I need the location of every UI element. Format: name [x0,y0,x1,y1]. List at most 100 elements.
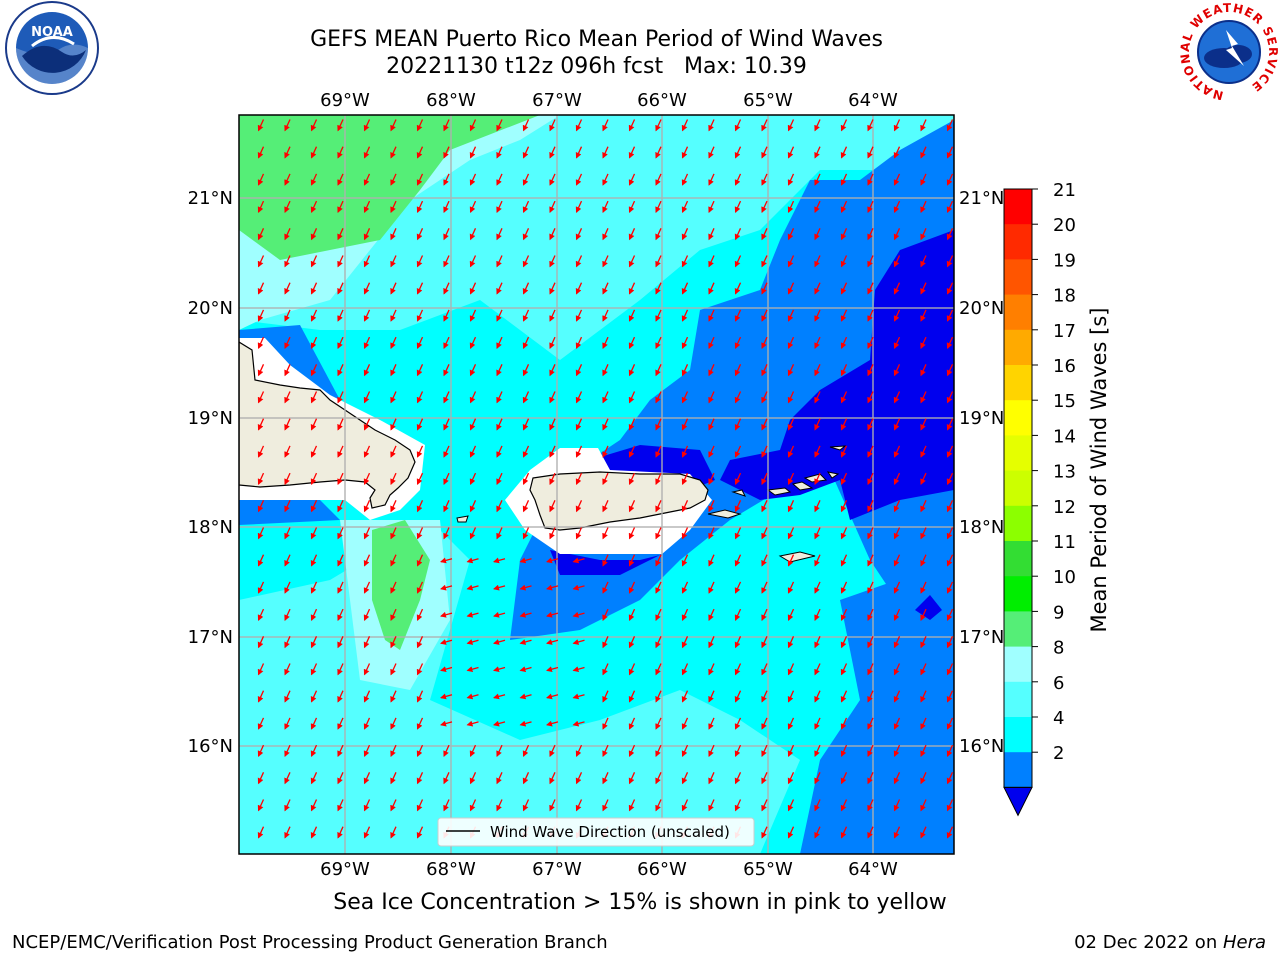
colorbar-tick-label: 6 [1053,673,1064,694]
wave-direction-arrow [549,744,556,758]
wave-direction-arrow [946,472,954,486]
wave-direction-arrow [390,336,397,350]
wave-direction-arrow [440,720,453,727]
wave-direction-arrow [440,584,453,591]
wave-direction-arrow [363,119,371,132]
wave-direction-arrow [867,663,874,676]
wave-direction-arrow [761,364,768,377]
wave-direction-arrow [575,744,583,758]
wave-direction-arrow [946,391,954,404]
wave-direction-arrow [416,717,424,730]
wave-direction-arrow [416,608,424,622]
wave-direction-arrow [734,228,742,241]
wave-direction-arrow [920,173,927,186]
wave-direction-arrow [920,336,927,350]
wave-direction-arrow [708,472,715,486]
lat-label: 19°N [959,408,1004,429]
lat-label: 20°N [959,298,1004,319]
wave-direction-arrow [920,799,927,812]
wave-direction-arrow [893,717,901,730]
wave-direction-arrow [496,119,503,132]
wave-direction-arrow [575,527,583,540]
wave-direction-arrow [522,173,530,186]
wave-direction-arrow [549,391,556,404]
wave-direction-arrow [310,228,318,241]
wave-direction-arrow [337,255,344,268]
wave-direction-arrow [310,500,318,513]
wave-direction-arrow [681,336,689,350]
wave-direction-arrow [522,391,530,404]
wave-direction-arrow [734,391,742,404]
colorbar-under-extension [1003,786,1033,817]
wave-direction-arrow [787,527,795,540]
wave-direction-arrow [390,690,397,703]
wave-direction-arrow [310,663,318,676]
wave-direction-arrow [522,228,530,241]
wave-direction-arrow [310,554,318,567]
wave-direction-arrow [575,391,583,404]
wave-direction-arrow [310,527,318,540]
wave-direction-arrow [681,799,689,812]
wave-direction-arrow [549,200,556,214]
colorbar-label: Mean Period of Wind Waves [s] [1087,308,1111,633]
wave-direction-arrow [681,608,689,622]
wave-direction-arrow [761,173,768,186]
wave-direction-arrow [867,636,874,649]
wave-direction-arrow [655,799,662,812]
wave-direction-arrow [602,255,609,268]
wave-direction-arrow [390,500,397,513]
wave-direction-arrow [602,200,609,214]
wave-direction-arrow [867,119,874,132]
wave-direction-arrow [416,472,424,486]
wave-direction-arrow [681,663,689,676]
wave-direction-arrow [628,663,636,676]
wave-direction-arrow [893,581,901,594]
colorbar-segment [1004,365,1032,401]
wave-direction-arrow [257,173,265,186]
wave-direction-arrow [257,309,265,322]
wave-direction-arrow [867,744,874,758]
colorbar-tick-label: 13 [1053,462,1076,483]
colorbar-segment [1004,646,1032,683]
wave-direction-arrow [708,636,715,649]
lon-label: 66°W [637,859,687,880]
wave-direction-arrow [443,527,450,540]
wave-direction-arrow [284,228,291,241]
wave-direction-arrow [920,581,927,594]
wave-direction-arrow [946,636,954,649]
wave-direction-arrow [549,228,556,241]
wave-direction-arrow [443,472,450,486]
land-hispaniola [239,341,416,509]
wave-direction-arrow [946,772,954,785]
wave-direction-arrow [628,418,636,431]
wave-direction-arrow [602,364,609,377]
wave-direction-arrow [390,173,397,186]
wave-direction-arrow [549,255,556,268]
wave-direction-arrow [655,391,662,404]
wave-direction-arrow [628,636,636,649]
wave-direction-arrow [257,554,265,567]
wave-direction-arrow [708,744,715,758]
wave-direction-arrow [363,445,371,458]
wave-direction-arrow [761,527,768,540]
wave-direction-arrow [493,639,506,645]
wave-direction-arrow [390,744,397,758]
wave-direction-arrow [761,500,768,513]
wave-direction-arrow [337,527,344,540]
wave-direction-arrow [496,500,503,513]
wave-direction-arrow [681,527,689,540]
wave-direction-arrow [946,826,954,839]
wave-direction-arrow [761,772,768,785]
wave-direction-arrow [681,200,689,214]
wave-direction-arrow [787,255,795,268]
wave-direction-arrow [602,228,609,241]
land-puerto-rico [529,471,709,531]
wave-direction-arrow [466,557,479,564]
wave-direction-arrow [257,445,265,458]
wave-direction-arrow [734,663,742,676]
wave-direction-arrow [602,527,609,540]
wave-direction-arrow [814,799,821,812]
wave-direction-arrow [466,666,479,673]
wave-direction-arrow [522,418,530,431]
wave-direction-arrow [575,309,583,322]
